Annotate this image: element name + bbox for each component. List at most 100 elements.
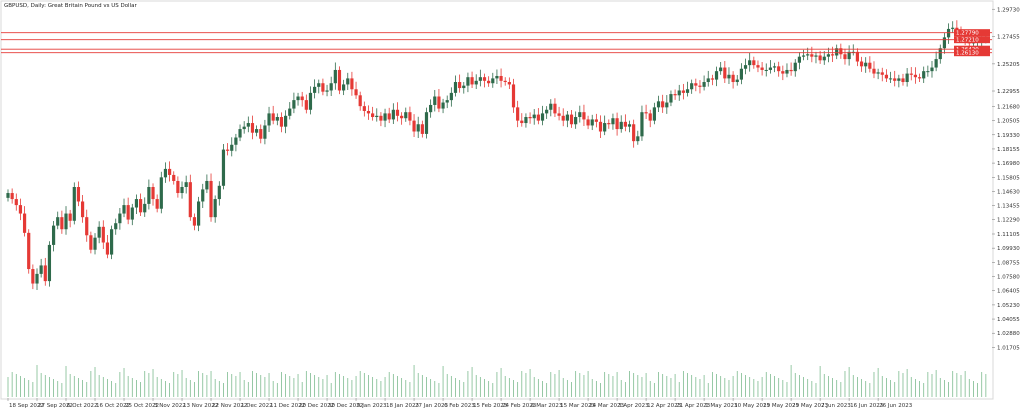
x-tick-label: 16 Oct 2022 [96, 403, 130, 409]
candle-body [14, 199, 18, 206]
candle-body [818, 55, 822, 61]
candle-body [569, 114, 574, 125]
x-tick-label: 1 Dec 2022 [241, 403, 273, 409]
y-tick-label: 1.08755 [997, 260, 1020, 266]
y-tick-label: 1.09930 [997, 246, 1020, 252]
candle-body [524, 117, 528, 124]
candle-body [901, 78, 905, 83]
y-tick-label: 1.22955 [997, 89, 1020, 95]
candle-body [27, 232, 31, 270]
candle-body [503, 80, 507, 83]
y-tick-label: 1.06405 [997, 289, 1020, 295]
candle-body [72, 187, 76, 221]
candle-body [855, 51, 860, 62]
candle-body [196, 201, 201, 226]
candle-body [702, 82, 706, 87]
candle-body [876, 72, 880, 74]
x-tick-label: 19 May 2023 [763, 403, 799, 409]
x-tick-label: 18 Jan 2023 [386, 403, 419, 409]
candle-body [321, 83, 325, 92]
candle-body [868, 62, 872, 69]
candle-body [814, 55, 818, 57]
candle-body [789, 69, 793, 72]
candle-body [47, 244, 52, 282]
candle-body [453, 82, 458, 93]
candle-body [6, 193, 10, 198]
x-tick-label: 25 Oct 2022 [125, 403, 159, 409]
y-tick-label: 1.02880 [997, 331, 1020, 337]
y-tick-label: 1.20505 [997, 119, 1020, 125]
candle-body [495, 75, 499, 79]
candle-body [723, 67, 727, 79]
candle-body [288, 108, 292, 116]
candle-body [835, 48, 839, 56]
candle-body [259, 129, 263, 139]
candle-body [313, 86, 317, 93]
candle-body [105, 242, 110, 255]
candle-body [801, 55, 806, 57]
candle-body [930, 67, 934, 72]
candle-body [155, 199, 159, 209]
candle-body [151, 187, 155, 200]
candle-body [540, 113, 545, 121]
candle-body [946, 28, 951, 38]
candle-body [122, 205, 126, 214]
candle-body [743, 65, 748, 69]
candle-body [350, 78, 354, 90]
y-axis: 1.29730 1.27455 1.25205 1.22955 1.21680 1.205… [992, 7, 1020, 351]
y-tick-label: 1.13455 [997, 204, 1020, 210]
candle-body [176, 180, 180, 194]
price-tag [954, 49, 990, 57]
candle-body [346, 78, 350, 85]
candle-body [797, 56, 802, 63]
candle-body [167, 168, 172, 175]
x-tick-label: 13 Nov 2022 [183, 403, 218, 409]
candle-body [922, 71, 926, 79]
candle-body [669, 94, 673, 103]
candle-body [234, 137, 238, 145]
x-tick-label: 24 Feb 2023 [502, 403, 537, 409]
candle-body [404, 112, 408, 119]
candle-body [387, 113, 391, 120]
x-tick-label: 21 Apr 2023 [676, 403, 711, 409]
x-tick-label: 12 Apr 2023 [647, 403, 682, 409]
candle-body [507, 82, 511, 85]
candle-body [300, 96, 304, 101]
candle-body [822, 56, 826, 61]
candle-body [839, 48, 843, 55]
candle-body [888, 78, 893, 80]
price-tag [954, 36, 990, 44]
candle-body [893, 78, 897, 81]
candle-body [690, 83, 694, 90]
candle-body [449, 92, 453, 101]
candle-body [64, 213, 68, 230]
y-tick-label: 1.16980 [997, 161, 1020, 167]
candle-body [433, 96, 437, 105]
y-tick-label: 1.05230 [997, 303, 1020, 309]
candle-body [830, 54, 835, 56]
candle-body [942, 37, 947, 49]
candle-body [615, 118, 619, 130]
candle-body [267, 113, 271, 126]
candle-body [242, 126, 246, 130]
candle-body [371, 113, 375, 118]
candle-body [590, 119, 594, 126]
candle-body [793, 62, 797, 72]
x-tick-label: 15 Mar 2023 [560, 403, 595, 409]
candle-body [806, 54, 810, 56]
candle-body [437, 96, 441, 109]
candle-body [772, 66, 777, 68]
candle-body [441, 102, 445, 109]
candle-body [565, 114, 569, 121]
candle-body [97, 226, 101, 238]
candle-body [913, 74, 918, 78]
candle-body [909, 73, 913, 75]
candle-body [843, 54, 847, 60]
y-tick-label: 1.14630 [997, 189, 1020, 195]
candle-body [163, 168, 168, 178]
candle-body [528, 117, 532, 119]
candle-body [56, 217, 60, 226]
candle-body [329, 83, 333, 91]
